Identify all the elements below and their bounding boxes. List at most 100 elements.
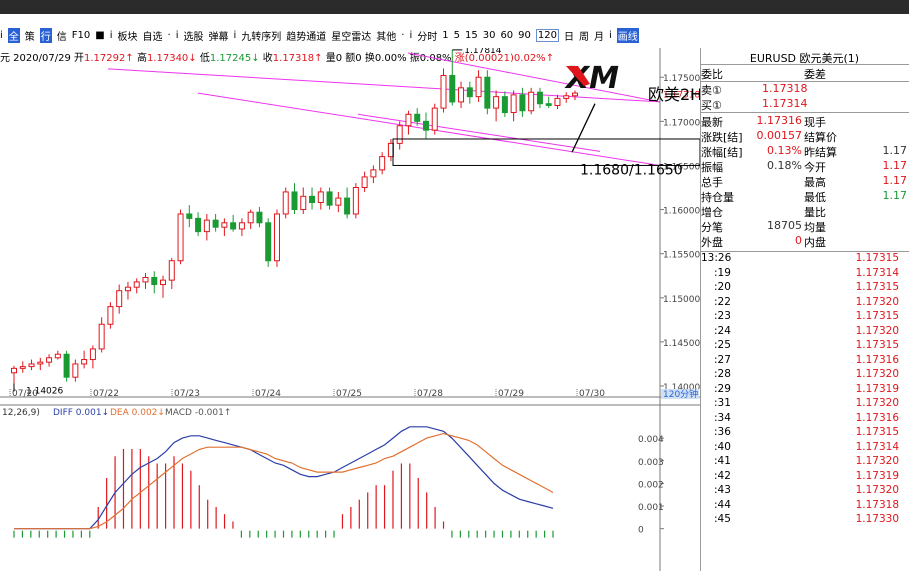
- toolbar-item-18[interactable]: 其他: [376, 31, 397, 43]
- tick-price: 1.17320: [855, 295, 899, 308]
- panel-title: EURUSD 欧元美元(1): [749, 52, 860, 65]
- toolbar-item-1[interactable]: 全: [7, 27, 20, 43]
- channel-lower-line: [197, 92, 661, 166]
- candle-body: [326, 191, 333, 206]
- candle-body: [484, 76, 491, 109]
- toolbar-item-9[interactable]: 自选: [142, 31, 163, 43]
- kline-chart[interactable]: 1.14000 1.14500 1.15000 1.15500 1.16000 1.165…: [0, 48, 700, 571]
- info-change: (0.00021)0.02%↑: [464, 53, 555, 62]
- y-tick-label: 1.15500: [663, 251, 700, 261]
- chart-toolbar: i 全策行信 F10 ■ i 板块 自选 · i 选股 弹幕 i 九转序列 趋势通道 星空雷达 其他 · i 分时 1…: [0, 24, 700, 46]
- timeframe-annotation: 欧美2H: [648, 85, 700, 104]
- quote-label: 持仓量: [701, 191, 734, 204]
- quote-label: 分笔: [701, 221, 723, 234]
- tick-row: :19 1.17314: [700, 267, 909, 281]
- quote-label: 最低: [804, 191, 826, 204]
- toolbar-item-4[interactable]: 信: [56, 31, 67, 43]
- tick-time: :25: [714, 339, 731, 351]
- x-tick-label: 07/25: [336, 389, 362, 399]
- toolbar-item-10: ·: [167, 29, 171, 41]
- quote-value: 18705: [767, 219, 802, 232]
- x-tick-label: 07/24: [255, 389, 281, 399]
- candle-body: [422, 120, 429, 131]
- tick-time: :28: [714, 368, 731, 380]
- tick-time: :22: [714, 295, 731, 308]
- toolbar-item-30[interactable]: 周: [579, 31, 589, 43]
- quote-value: 0.00157: [756, 129, 803, 142]
- candle-body: [221, 222, 228, 228]
- tick-price: 1.17320: [855, 397, 899, 409]
- candle-body: [124, 286, 131, 292]
- quote-row: 持仓量 最低 1.17: [700, 189, 909, 204]
- channel-upper-short-line: [407, 52, 661, 103]
- toolbar-item-0: i: [0, 29, 3, 41]
- tick-time: :45: [714, 513, 731, 525]
- toolbar-item-26[interactable]: 60: [500, 29, 514, 41]
- tick-price: 1.17315: [855, 339, 899, 351]
- toolbar-item-27[interactable]: 90: [518, 29, 531, 41]
- candle-body: [142, 276, 149, 283]
- tick-price: 1.17316: [855, 411, 899, 424]
- y-tick-label: 1.14000: [663, 383, 700, 393]
- toolbar-item-5[interactable]: F10: [71, 29, 91, 41]
- candle-body: [449, 74, 456, 103]
- quote-row: 振幅 0.18% 今开 1.17: [700, 159, 909, 174]
- toolbar-item-33[interactable]: 画线: [616, 27, 639, 43]
- toolbar-item-29[interactable]: 日: [564, 31, 574, 43]
- toolbar-item-3[interactable]: 行: [39, 27, 52, 43]
- candle-body: [563, 95, 570, 99]
- toolbar-item-12[interactable]: 选股: [183, 31, 204, 43]
- tick-price: 1.17314: [855, 440, 899, 453]
- toolbar-item-15[interactable]: 九转序列: [241, 31, 282, 43]
- toolbar-item-17[interactable]: 星空雷达: [331, 31, 372, 43]
- toolbar-item-20: i: [409, 29, 413, 41]
- toolbar-item-23[interactable]: 5: [453, 29, 460, 41]
- candle-body: [414, 113, 421, 122]
- toolbar-item-16[interactable]: 趋势通道: [286, 31, 327, 43]
- candle-body: [466, 87, 473, 98]
- toolbar-item-2[interactable]: 策: [24, 31, 35, 43]
- toolbar-item-21[interactable]: 分时: [417, 31, 438, 43]
- info-change-label: 涨: [454, 53, 465, 62]
- toolbar-item-13[interactable]: 弹幕: [208, 31, 229, 43]
- candle-body: [238, 222, 245, 230]
- candle-body: [151, 276, 158, 286]
- info-low: 1.17245↓: [209, 53, 260, 62]
- toolbar-item-22[interactable]: 1: [442, 29, 449, 41]
- candle-body: [528, 91, 535, 112]
- tick-price: 1.17315: [855, 281, 899, 293]
- candle-body: [177, 213, 184, 262]
- tick-row: :36 1.17315: [700, 426, 909, 440]
- period-label: 120分钟: [663, 388, 698, 400]
- y-tick-label: 1.17500: [663, 74, 700, 84]
- info-volume: 量0: [325, 53, 343, 62]
- quote-label: 量比: [804, 206, 826, 219]
- weicha-label: 委差: [804, 68, 826, 81]
- candle-body: [458, 87, 465, 103]
- toolbar-item-25[interactable]: 30: [482, 29, 496, 41]
- info-turnover: 换0.00%: [364, 53, 407, 62]
- high-mark-label: 1.17814: [464, 48, 501, 56]
- candle-body: [203, 219, 210, 233]
- candle-body: [545, 103, 552, 106]
- candle-body: [510, 94, 517, 114]
- tick-price: 1.17320: [855, 368, 899, 380]
- candle-body: [160, 279, 167, 286]
- info-close: 1.17318↑: [272, 53, 323, 62]
- candle-body: [168, 260, 175, 281]
- toolbar-item-28[interactable]: 120: [535, 28, 559, 42]
- candle-body: [63, 353, 70, 378]
- toolbar-item-8[interactable]: 板块: [117, 31, 138, 43]
- candle-body: [230, 222, 237, 230]
- toolbar-item-31[interactable]: 月: [594, 31, 604, 43]
- tick-row: :31 1.17320: [700, 397, 909, 411]
- tick-price: 1.17315: [855, 426, 899, 438]
- toolbar-item-6[interactable]: ■: [95, 29, 105, 41]
- y-tick-label: 1.16500: [663, 162, 700, 172]
- toolbar-item-24[interactable]: 15: [464, 29, 478, 41]
- candle-body: [352, 187, 359, 215]
- tick-price: 1.17315: [855, 310, 899, 322]
- bid1-label: 买①: [701, 99, 722, 112]
- period-label-bg: [661, 389, 699, 399]
- tick-time: :43: [714, 484, 731, 496]
